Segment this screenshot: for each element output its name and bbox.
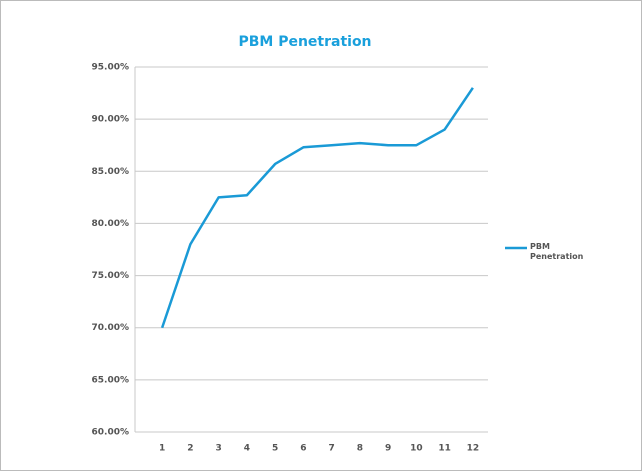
x-tick-label: 8 <box>357 444 363 454</box>
y-tick-label: 60.00% <box>92 428 130 438</box>
y-tick-label: 70.00% <box>92 323 130 333</box>
y-tick-label: 75.00% <box>92 271 130 281</box>
y-tick-label: 85.00% <box>92 167 130 177</box>
y-tick-label: 80.00% <box>92 219 130 229</box>
x-tick-label: 6 <box>300 444 306 454</box>
x-tick-label: 1 <box>159 444 165 454</box>
x-tick-label: 7 <box>328 444 334 454</box>
x-tick-label: 4 <box>244 444 250 454</box>
x-tick-label: 11 <box>438 444 451 454</box>
x-tick-label: 9 <box>385 444 391 454</box>
y-tick-label: 65.00% <box>92 375 130 385</box>
y-tick-label: 95.00% <box>92 63 130 73</box>
x-tick-label: 5 <box>272 444 278 454</box>
x-tick-label: 10 <box>410 444 423 454</box>
x-tick-label: 2 <box>187 444 193 454</box>
x-tick-label: 12 <box>467 444 480 454</box>
chart-title: PBM Penetration <box>238 34 371 50</box>
data-line <box>160 87 474 329</box>
y-tick-label: 90.00% <box>92 115 130 125</box>
x-tick-label: 3 <box>215 444 221 454</box>
legend-label: PBM Penetration <box>530 242 584 261</box>
